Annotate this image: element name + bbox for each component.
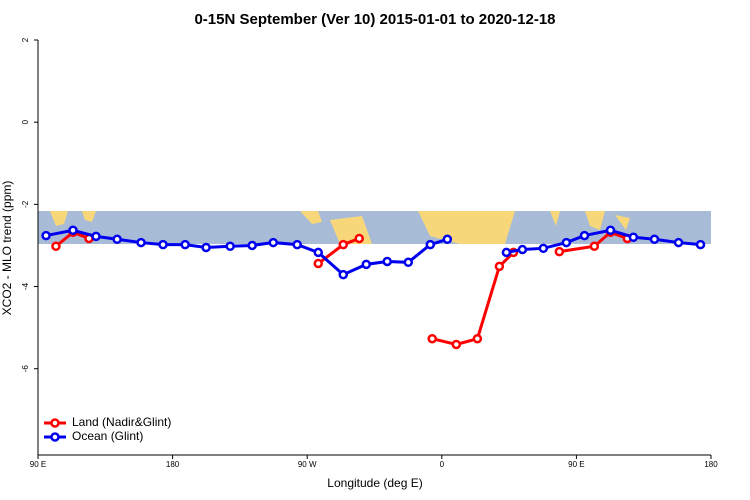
y-tick-label: -2 — [21, 200, 30, 208]
point — [695, 239, 706, 250]
point — [180, 239, 190, 250]
point — [68, 225, 78, 235]
x-axis-label: Longitude (deg E) — [327, 476, 422, 490]
point — [338, 269, 348, 280]
point — [451, 339, 462, 350]
y-tick-label: -4 — [21, 282, 30, 290]
point — [382, 256, 392, 267]
point — [91, 231, 101, 242]
y-axis-label: XCO2 - MLO trend (ppm) — [0, 181, 14, 316]
x-tick-label: 90 W — [298, 460, 317, 469]
point — [538, 243, 549, 254]
point — [201, 242, 211, 253]
point — [561, 237, 572, 248]
point — [673, 237, 684, 248]
point — [292, 239, 302, 250]
y-tick-label: 0 — [21, 119, 30, 124]
point — [268, 237, 279, 248]
point — [472, 333, 483, 344]
point — [51, 241, 61, 252]
legend-label: Ocean (Glint) — [72, 429, 143, 443]
x-tick-label: 90 E — [568, 460, 584, 469]
point — [494, 261, 505, 272]
point — [247, 240, 257, 251]
point — [605, 225, 616, 235]
y-tick-label: -6 — [21, 365, 30, 373]
point — [579, 230, 590, 241]
point — [158, 239, 168, 250]
point — [442, 234, 453, 245]
chart-title: 0-15N September (Ver 10) 2015-01-01 to 2… — [194, 11, 555, 28]
point — [313, 247, 324, 258]
point — [41, 230, 51, 241]
point — [628, 232, 639, 242]
x-tick-label: 0 — [440, 460, 445, 469]
point — [354, 233, 364, 244]
x-tick-label: 90 E — [30, 460, 46, 469]
point — [649, 234, 660, 245]
y-tick-label: 2 — [21, 37, 30, 42]
point — [225, 241, 235, 252]
x-tick-label: 180 — [704, 460, 718, 469]
point — [425, 239, 436, 250]
point — [517, 244, 528, 255]
point — [403, 257, 414, 268]
legend-marker — [50, 432, 60, 442]
point — [338, 239, 348, 250]
point — [313, 258, 324, 269]
point — [554, 246, 565, 257]
point — [501, 247, 512, 258]
legend-label: Land (Nadir&Glint) — [72, 415, 171, 429]
point — [136, 237, 146, 248]
map-strip — [38, 211, 711, 244]
point — [112, 234, 122, 245]
point — [589, 241, 600, 252]
x-tick-label: 180 — [166, 460, 180, 469]
legend-marker — [50, 418, 60, 428]
point — [427, 333, 437, 344]
point — [361, 259, 372, 270]
